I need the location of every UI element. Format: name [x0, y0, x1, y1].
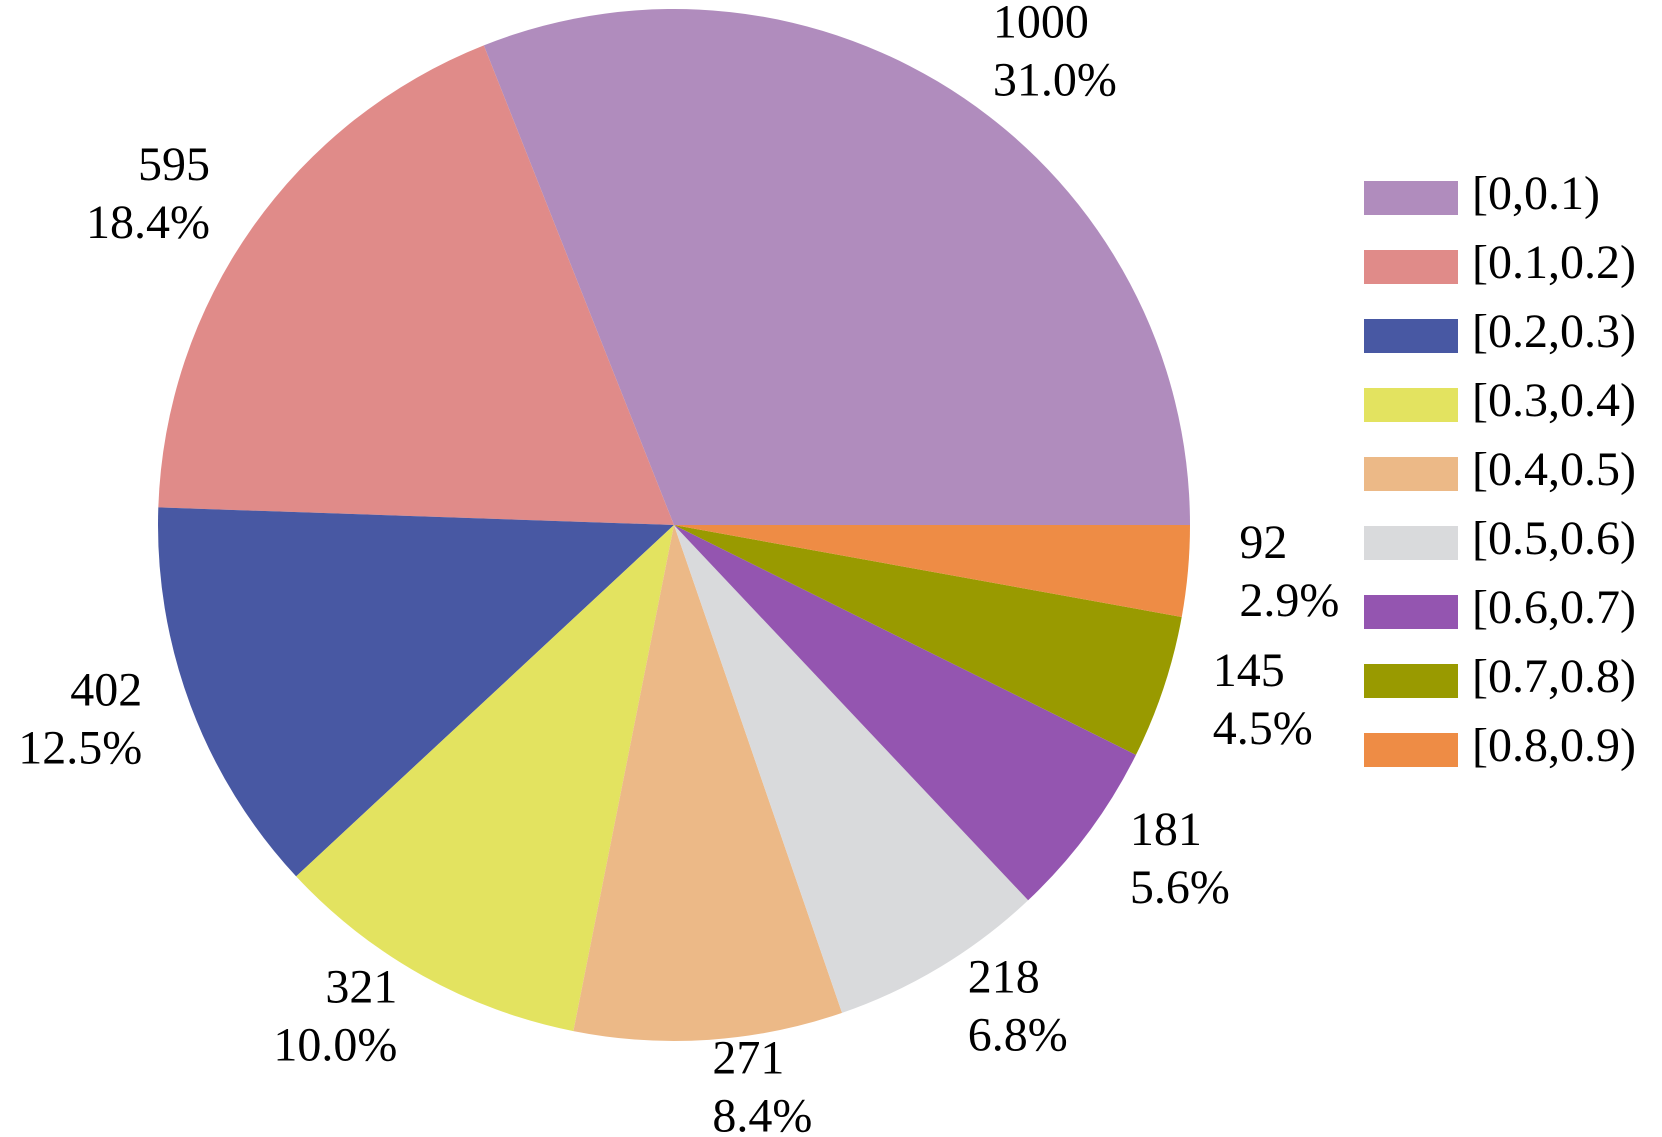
- legend-swatch: [1364, 319, 1458, 353]
- pie-slice: [674, 525, 1136, 901]
- legend-label: [0.7,0.8): [1472, 650, 1636, 703]
- slice-value-label: 595: [138, 138, 210, 191]
- legend-label: [0.5,0.6): [1472, 512, 1636, 565]
- slice-percent-label: 18.4%: [86, 196, 210, 249]
- slice-value-label: 271: [712, 1031, 784, 1084]
- slice-percent-label: 2.9%: [1239, 574, 1339, 627]
- pie-slice: [158, 507, 674, 877]
- slice-percent-label: 12.5%: [18, 722, 142, 775]
- pie-slice: [674, 525, 1182, 755]
- legend-swatch: [1364, 181, 1458, 215]
- legend-swatch: [1364, 733, 1458, 767]
- pie-slice: [573, 525, 843, 1041]
- legend-label: [0.8,0.9): [1472, 719, 1636, 772]
- pie-slice: [483, 9, 1190, 525]
- legend-label: [0.3,0.4): [1472, 374, 1636, 427]
- legend-swatch: [1364, 664, 1458, 698]
- slice-percent-label: 8.4%: [712, 1089, 812, 1137]
- legend-label: [0,0.1): [1472, 167, 1600, 220]
- slice-value-label: 92: [1239, 516, 1287, 569]
- legend-label: [0.6,0.7): [1472, 581, 1636, 634]
- legend-label: [0.4,0.5): [1472, 443, 1636, 496]
- legend-label: [0.2,0.3): [1472, 305, 1636, 358]
- slice-percent-label: 5.6%: [1130, 861, 1230, 914]
- slice-value-label: 218: [968, 951, 1040, 1004]
- legend-label: [0.1,0.2): [1472, 236, 1636, 289]
- slice-percent-label: 10.0%: [273, 1019, 397, 1072]
- pie-slice: [158, 45, 675, 525]
- slice-percent-label: 31.0%: [993, 53, 1117, 106]
- slice-percent-label: 6.8%: [968, 1009, 1068, 1062]
- legend-swatch: [1364, 595, 1458, 629]
- slice-value-label: 402: [70, 664, 142, 717]
- slice-value-label: 145: [1213, 644, 1285, 697]
- slice-value-label: 1000: [993, 0, 1089, 48]
- slice-percent-label: 4.5%: [1213, 702, 1313, 755]
- legend-swatch: [1364, 457, 1458, 491]
- pie-slice: [296, 525, 674, 1032]
- legend-swatch: [1364, 388, 1458, 422]
- pie-slice: [674, 525, 1029, 1013]
- slice-value-label: 321: [325, 961, 397, 1014]
- slice-value-label: 181: [1130, 803, 1202, 856]
- legend-swatch: [1364, 250, 1458, 284]
- legend-swatch: [1364, 526, 1458, 560]
- pie-slice: [674, 525, 1190, 617]
